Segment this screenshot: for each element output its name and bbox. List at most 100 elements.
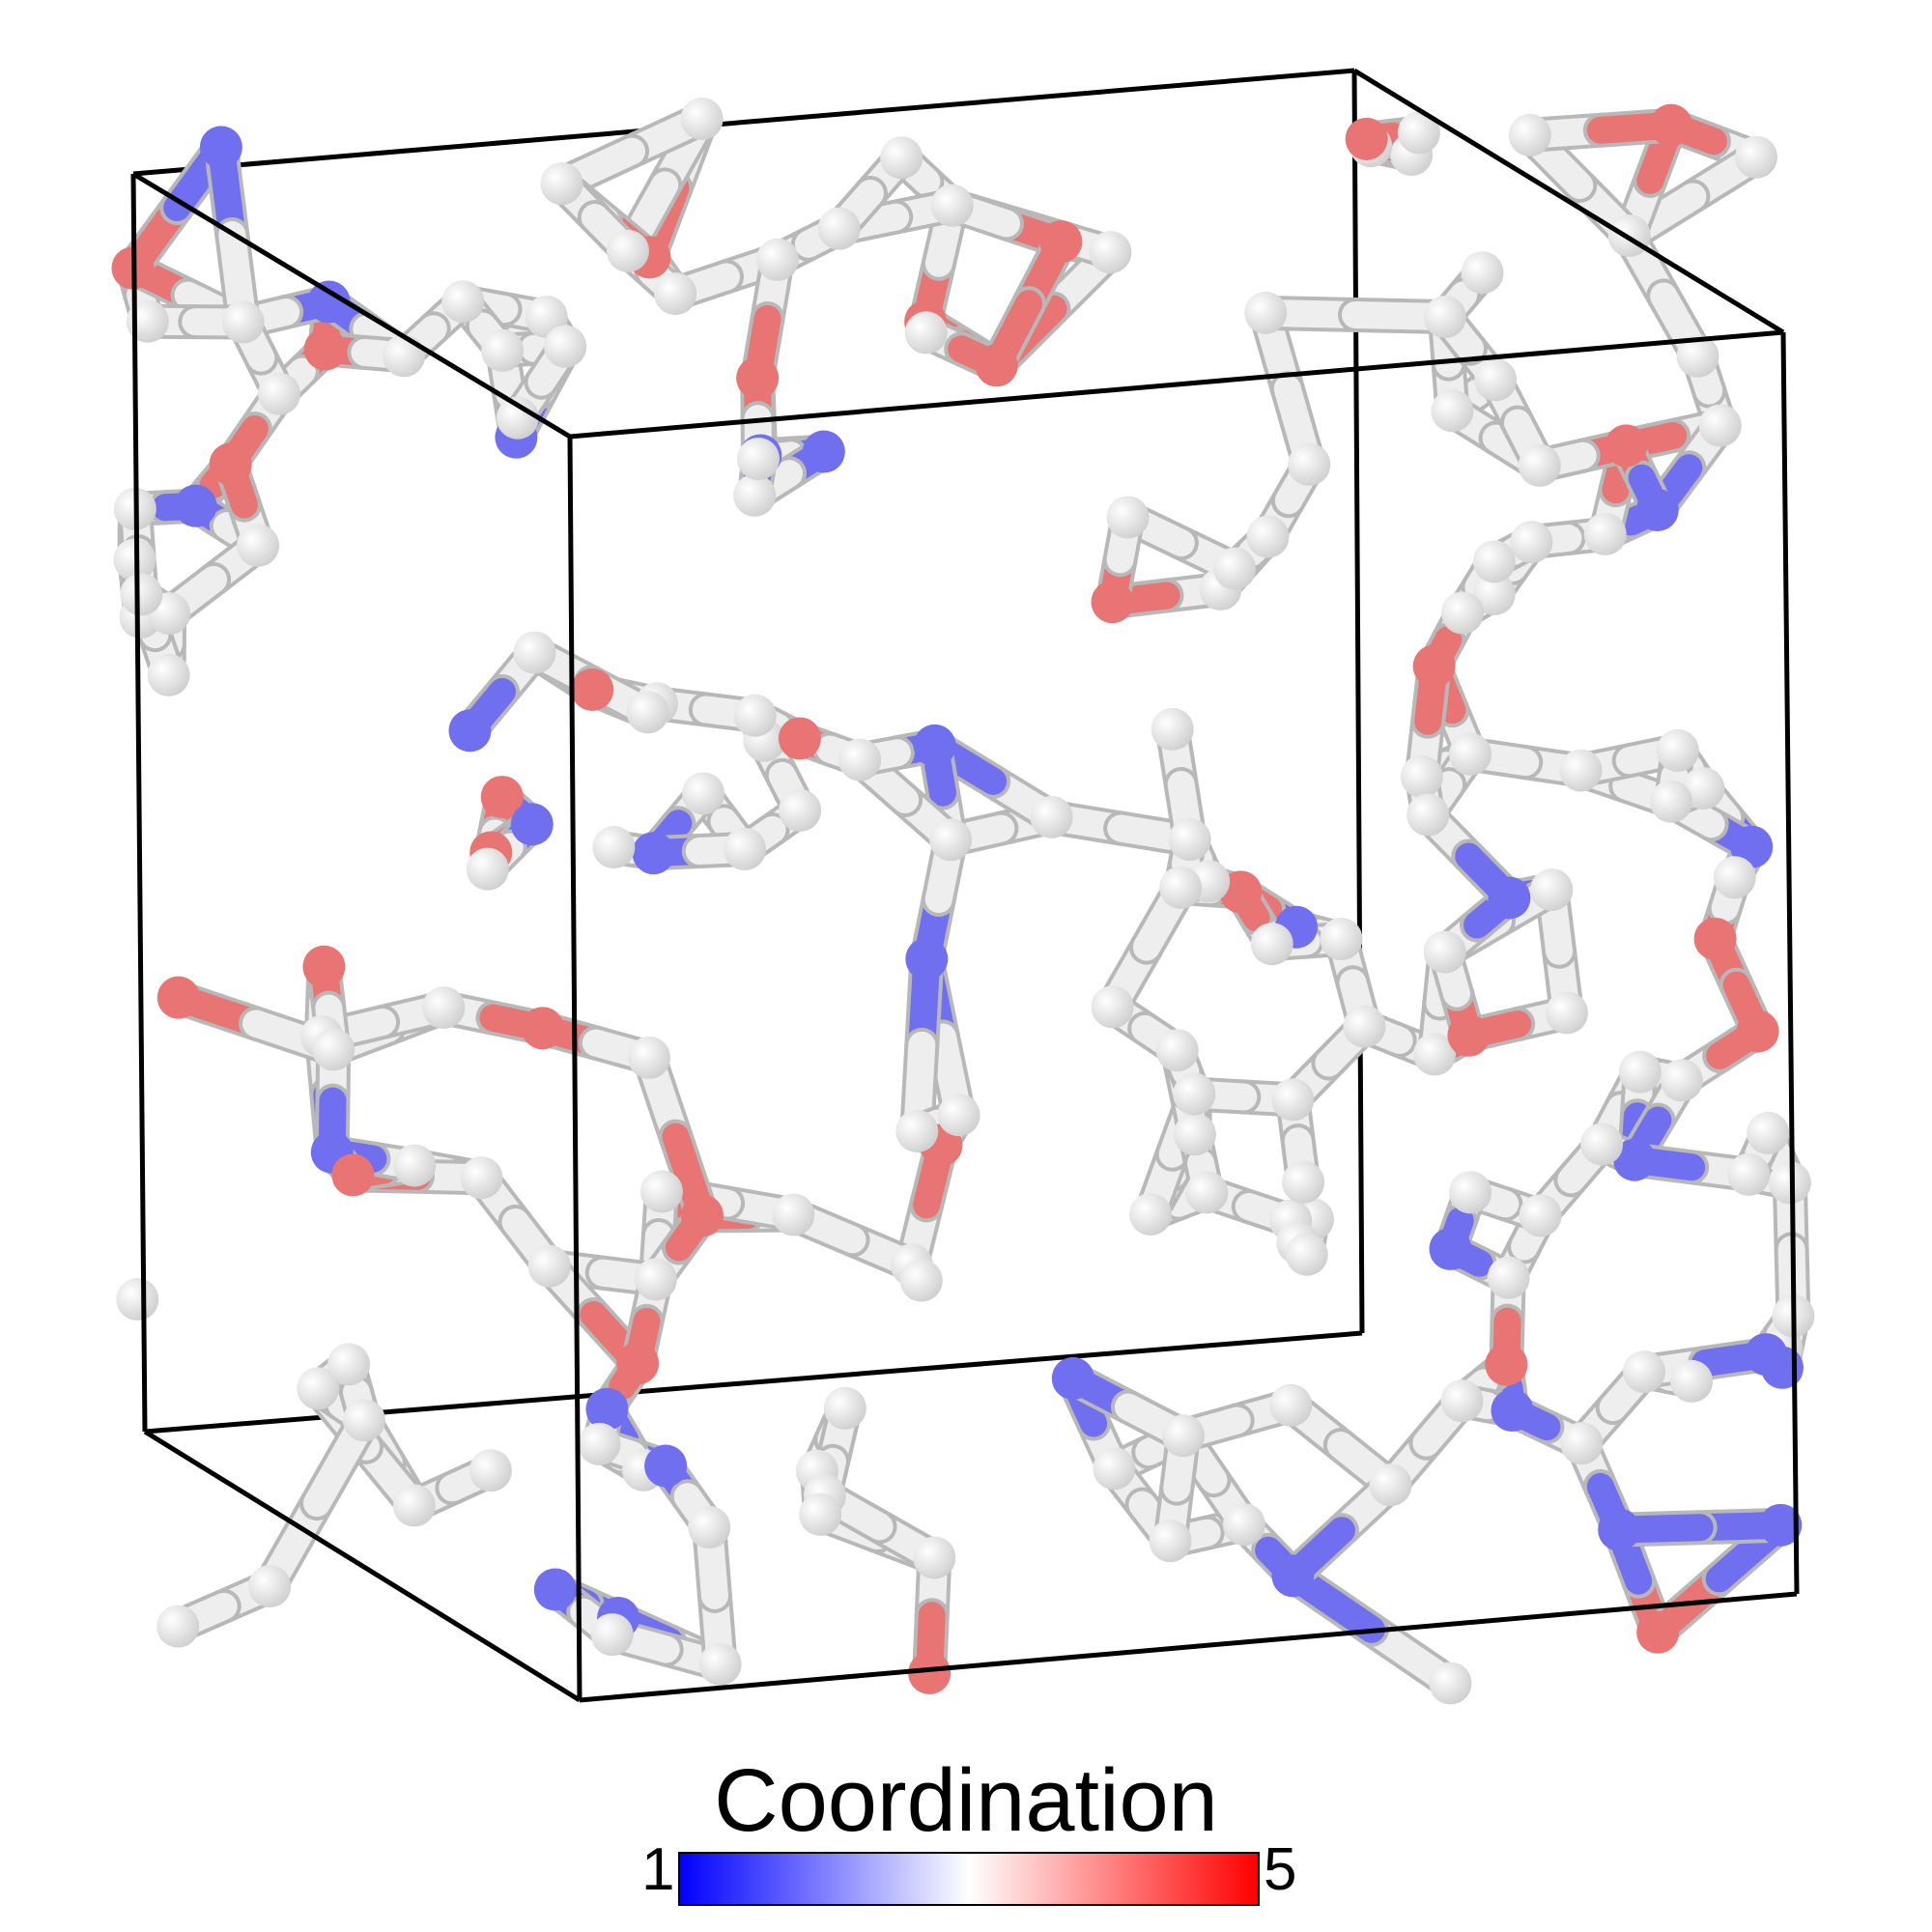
atom-joint: [1213, 547, 1257, 590]
atom-joint: [237, 524, 280, 567]
atom-joint: [1510, 521, 1553, 564]
atom-joint: [1030, 795, 1073, 838]
atom-joint: [302, 945, 346, 988]
atom-joint: [1412, 644, 1456, 688]
atom-joint: [1636, 1610, 1680, 1654]
atom-joint: [257, 372, 300, 415]
atom-joint: [513, 631, 556, 674]
atom-joint: [1472, 572, 1516, 615]
atom-joint: [1623, 1350, 1666, 1394]
atom-joint: [908, 1651, 952, 1694]
atom-joint: [544, 325, 587, 368]
atom-joint: [1670, 1359, 1714, 1403]
atom-joint: [733, 694, 777, 737]
atom-joint: [510, 803, 554, 846]
atom-joint: [1343, 1005, 1386, 1048]
atom-joint: [521, 1007, 564, 1050]
atom-joint: [590, 1613, 634, 1657]
atom-joint: [799, 1492, 842, 1536]
atom-joint: [209, 442, 252, 486]
atom-joint: [929, 818, 973, 862]
atom-joint: [1168, 818, 1211, 862]
atom-joint: [496, 396, 539, 440]
atom-joint: [1271, 1554, 1315, 1598]
atom-joint: [736, 356, 780, 400]
atom-joint: [1423, 930, 1466, 974]
atom-joint: [626, 691, 669, 734]
atom-joint: [1091, 581, 1134, 624]
atom-joint: [1440, 1379, 1484, 1423]
atom-joint: [592, 826, 636, 869]
atom-joint: [1345, 117, 1388, 160]
atom-joint: [221, 300, 265, 344]
atom-joint: [755, 238, 799, 281]
atom-joint: [527, 1244, 571, 1288]
atom-joint: [1429, 1227, 1472, 1270]
atom-joint: [1149, 1520, 1192, 1563]
atom-joint: [1598, 1508, 1641, 1551]
atom-joint: [1091, 985, 1134, 1029]
atom-joint: [937, 1094, 980, 1137]
atom-joint: [1519, 1194, 1562, 1237]
atom-joint: [307, 280, 351, 324]
atom-joint: [1282, 1160, 1325, 1204]
atom-joint: [1155, 1029, 1199, 1072]
atom-joint: [1162, 1414, 1206, 1458]
atom-joint: [737, 438, 781, 481]
atom-joint: [1461, 251, 1504, 295]
atom-joint: [578, 1422, 621, 1465]
atom-joint: [688, 1506, 731, 1549]
atom-joint: [1449, 1171, 1492, 1214]
atom-joint: [654, 272, 697, 316]
atom-joint: [1488, 876, 1531, 920]
atom-joint: [1660, 1059, 1703, 1102]
atom-joint: [905, 937, 949, 980]
atom-joint: [1745, 1333, 1788, 1377]
atom-joint: [930, 184, 974, 227]
atom-joint: [1759, 1503, 1803, 1547]
atom-joint: [248, 1565, 292, 1608]
atom-joint: [1518, 443, 1561, 487]
atom-joint: [1649, 780, 1692, 823]
atom-joint: [1250, 923, 1293, 966]
atom-joint: [1288, 442, 1331, 486]
atom-joint: [1406, 793, 1450, 837]
atom-joint: [823, 1386, 867, 1430]
atom-joint: [533, 1568, 577, 1611]
atom-joint: [1485, 1343, 1528, 1386]
atom-joint: [779, 788, 822, 832]
atom-joint: [1397, 111, 1440, 155]
atom-joint: [1051, 1356, 1094, 1400]
atom-joint: [1222, 1503, 1265, 1547]
atom-joint: [1713, 856, 1756, 899]
atom-joint: [802, 430, 845, 473]
atom-joint: [1559, 749, 1603, 792]
atom-joint: [1244, 291, 1288, 334]
atom-joint: [644, 1444, 688, 1488]
atom-joint: [1219, 870, 1263, 914]
atom-joint: [1508, 113, 1551, 156]
atom-joint: [904, 311, 948, 355]
atom-joint: [899, 1259, 943, 1302]
atom-joint: [1649, 103, 1692, 147]
atom-joint: [682, 772, 725, 815]
atom-joint: [880, 136, 923, 180]
atom-joint: [392, 1484, 436, 1527]
atom-joint: [1682, 767, 1725, 810]
atom-joint: [120, 573, 163, 616]
atom-joint: [639, 1170, 683, 1213]
atom-joint: [1727, 1152, 1771, 1196]
atom-joint: [480, 776, 524, 819]
atom-joint: [1560, 1422, 1604, 1465]
atom-joint: [1441, 591, 1485, 635]
atom-joint: [1472, 540, 1516, 583]
atom-joint: [1613, 1138, 1657, 1181]
atom-joint: [1583, 512, 1627, 555]
atom-joint: [1735, 135, 1778, 179]
atom-joint: [680, 1194, 724, 1237]
atom-joint: [1089, 231, 1132, 274]
atom-joint: [913, 1536, 956, 1579]
atom-joint: [469, 1449, 512, 1492]
atom-joint: [1173, 1072, 1216, 1116]
atom-joint: [627, 1036, 670, 1079]
